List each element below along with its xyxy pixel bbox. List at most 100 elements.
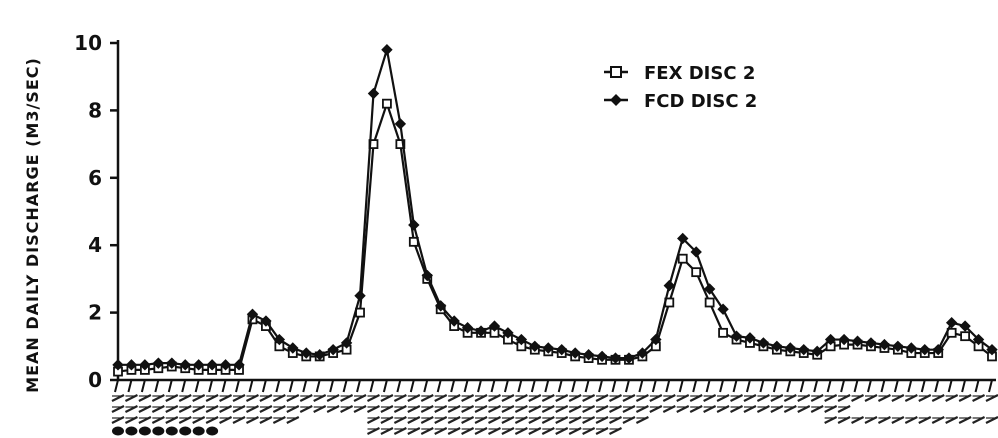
x-tick-mark	[961, 379, 967, 393]
data-point-diamond	[878, 338, 891, 351]
data-point-square	[704, 297, 715, 308]
x-tick-mark	[813, 379, 819, 393]
x-tick-mark	[275, 379, 281, 393]
data-point-square	[960, 331, 971, 342]
data-point-diamond	[287, 342, 299, 354]
x-tick-mark	[719, 379, 725, 393]
x-tick-mark	[544, 379, 550, 393]
x-code-glyph	[206, 426, 219, 436]
data-point-diamond	[461, 322, 474, 334]
x-tick-mark	[611, 379, 617, 393]
data-point-diamond	[663, 279, 675, 292]
data-point-diamond	[798, 343, 810, 356]
y-tick-label: 2	[88, 301, 102, 325]
data-point-diamond	[367, 87, 380, 100]
data-point-diamond	[394, 118, 407, 130]
legend-square-marker	[610, 66, 622, 78]
x-tick-mark	[907, 379, 913, 393]
x-tick-mark	[477, 379, 483, 393]
data-point-diamond	[865, 337, 877, 349]
data-point-diamond	[408, 219, 420, 231]
x-tick-mark	[235, 379, 240, 393]
x-tick-mark	[490, 379, 496, 393]
data-point-diamond	[233, 359, 245, 371]
x-code-glyph	[165, 426, 178, 436]
x-tick-mark	[947, 379, 953, 393]
x-tick-mark	[799, 379, 805, 393]
data-point-diamond	[515, 333, 528, 346]
data-point-diamond	[636, 347, 649, 359]
data-point-diamond	[219, 359, 232, 371]
x-tick-mark	[261, 379, 267, 393]
x-code-glyph	[138, 426, 151, 436]
data-point-diamond	[354, 290, 366, 302]
data-point-diamond	[112, 359, 124, 371]
data-point-diamond	[300, 347, 312, 359]
data-point-diamond	[784, 342, 797, 354]
data-point-square	[718, 327, 728, 338]
x-tick-mark	[678, 379, 684, 393]
data-point-diamond	[502, 327, 514, 339]
x-tick-mark	[140, 379, 146, 393]
y-tick-label: 4	[88, 233, 102, 257]
data-point-diamond	[381, 44, 393, 56]
legend-label: FEX DISC 2	[644, 63, 755, 84]
data-point-diamond	[811, 345, 823, 358]
y-tick-label: 0	[88, 368, 102, 392]
x-tick-mark	[584, 379, 590, 393]
data-point-square	[395, 139, 406, 150]
x-tick-mark	[356, 379, 362, 393]
data-point-diamond	[945, 317, 958, 329]
x-tick-mark	[786, 379, 792, 393]
y-axis-label: MEAN DAILY DISCHARGE (M3/SEC)	[23, 57, 42, 393]
data-point-diamond	[313, 349, 326, 361]
x-tick-mark	[154, 379, 160, 393]
x-tick-mark	[772, 379, 778, 393]
data-point-diamond	[959, 320, 971, 332]
legend-label: FCD DISC 2	[644, 91, 757, 112]
data-point-diamond	[730, 330, 743, 342]
data-point-square	[355, 307, 365, 318]
data-point-diamond	[448, 315, 460, 327]
data-point-diamond	[717, 303, 729, 315]
x-tick-mark	[114, 379, 119, 393]
data-point-diamond	[488, 320, 501, 332]
x-code-glyph	[179, 426, 192, 436]
x-tick-mark	[409, 379, 415, 393]
data-point-diamond	[139, 359, 151, 371]
x-tick-mark	[988, 379, 993, 393]
data-point-diamond	[556, 343, 568, 356]
y-tick-label: 8	[88, 98, 102, 122]
x-tick-mark	[436, 379, 442, 393]
data-point-diamond	[824, 333, 837, 346]
x-tick-mark	[329, 379, 335, 393]
x-tick-mark	[517, 379, 523, 393]
x-tick-mark	[880, 379, 886, 393]
data-point-diamond	[327, 343, 339, 356]
x-tick-mark	[638, 379, 644, 393]
y-tick-label: 10	[74, 31, 102, 55]
data-point-diamond	[771, 340, 783, 353]
data-point-diamond	[744, 332, 756, 344]
x-tick-mark	[396, 379, 402, 393]
x-tick-mark	[167, 379, 173, 393]
x-tick-mark	[127, 379, 133, 393]
data-point-diamond	[152, 357, 165, 369]
x-axis-code-labels	[111, 394, 998, 436]
data-point-diamond	[529, 340, 541, 353]
plot-area	[112, 44, 998, 377]
data-point-diamond	[421, 269, 433, 282]
data-point-diamond	[650, 333, 662, 346]
x-tick-mark	[450, 379, 456, 393]
data-point-square	[677, 253, 688, 264]
data-point-diamond	[919, 343, 931, 356]
data-point-diamond	[435, 300, 447, 312]
data-point-diamond	[851, 335, 864, 347]
data-point-diamond	[905, 342, 918, 354]
legend-diamond-marker	[610, 94, 622, 106]
x-tick-mark	[181, 379, 187, 393]
chart-axes	[116, 40, 996, 382]
data-point-diamond	[166, 357, 178, 369]
data-point-diamond	[206, 359, 218, 371]
